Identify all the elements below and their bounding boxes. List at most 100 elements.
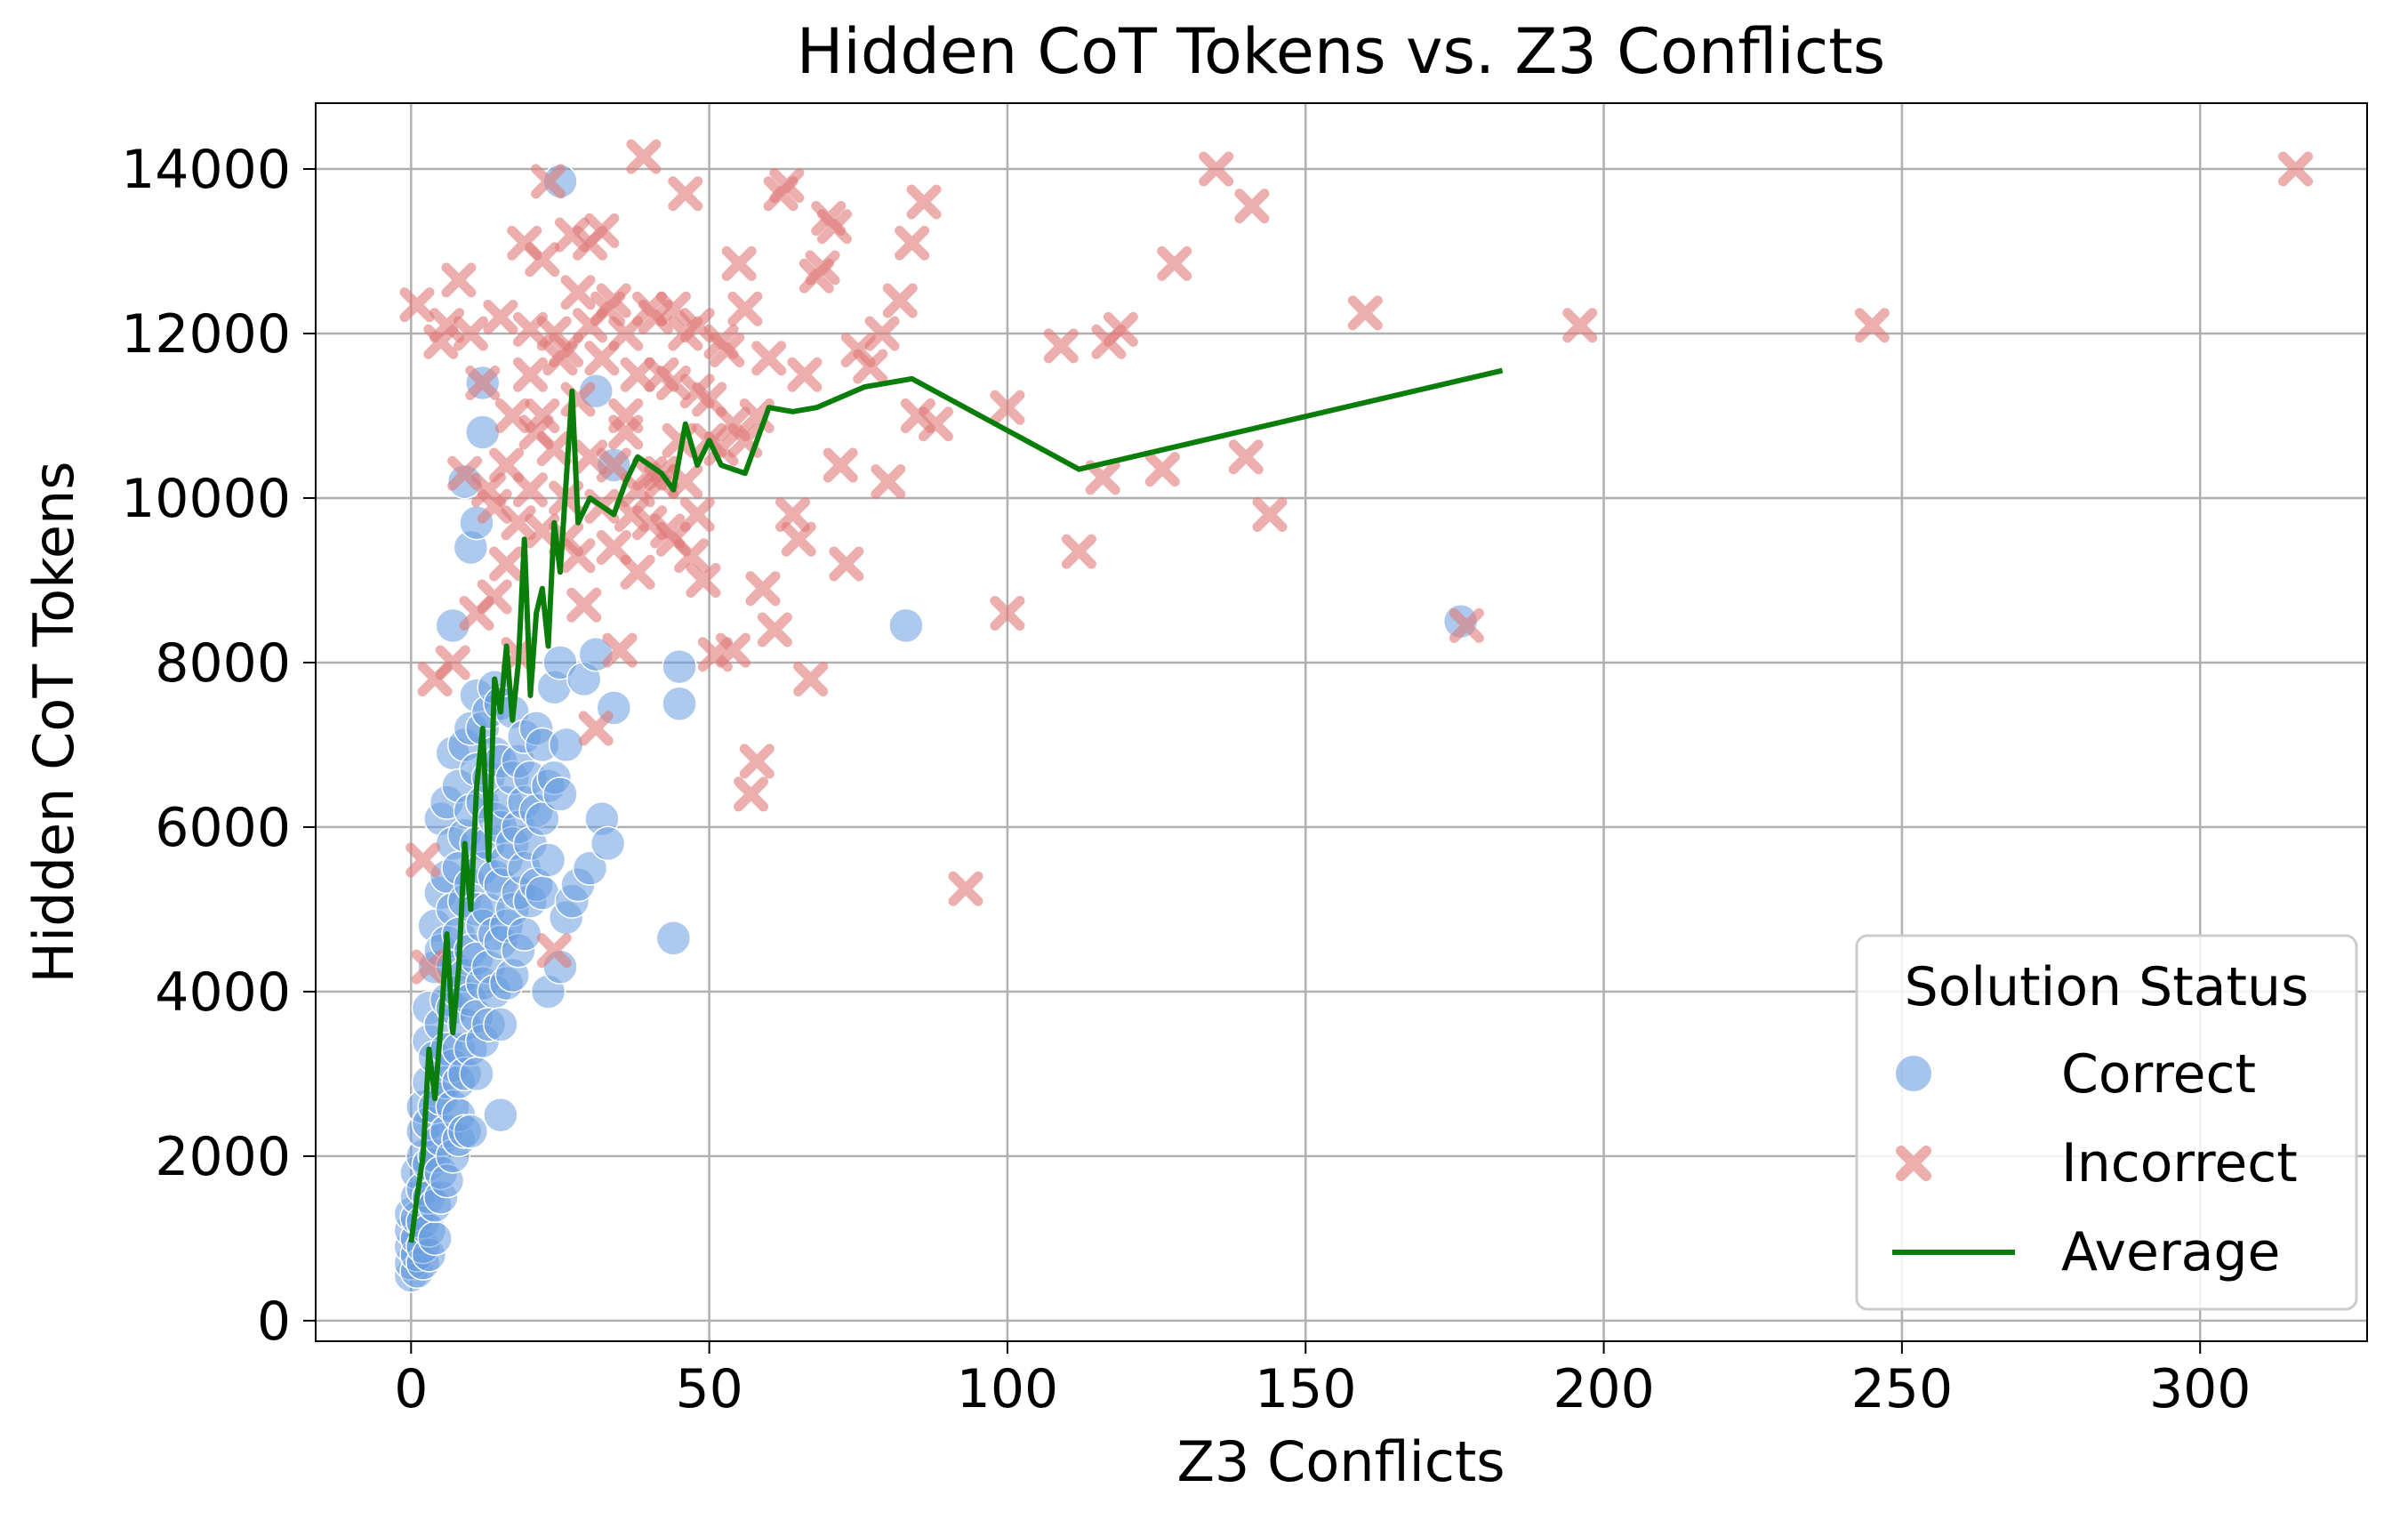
incorrect-point xyxy=(441,262,477,298)
incorrect-point xyxy=(525,242,560,277)
incorrect-point xyxy=(554,217,590,253)
legend-correct-label: Correct xyxy=(2061,1043,2256,1106)
incorrect-point xyxy=(739,744,775,779)
average-series xyxy=(408,367,1504,1243)
incorrect-point xyxy=(596,447,631,483)
incorrect-point xyxy=(411,949,446,985)
y-axis-ticks: 0 2000 4000 6000 8000 10000 12000 14000 xyxy=(121,139,316,1353)
incorrect-point xyxy=(435,645,470,680)
x-tick-label: 0 xyxy=(394,1358,428,1420)
incorrect-point xyxy=(572,439,607,475)
incorrect-point xyxy=(447,455,483,491)
incorrect-point xyxy=(465,365,501,400)
incorrect-point xyxy=(572,308,607,343)
incorrect-point xyxy=(882,283,918,318)
legend-box xyxy=(1855,934,2358,1311)
incorrect-point xyxy=(1085,460,1120,495)
incorrect-point xyxy=(584,213,620,248)
correct-point xyxy=(525,875,560,911)
correct-point xyxy=(453,1114,489,1149)
correct-point xyxy=(662,686,697,721)
incorrect-point xyxy=(1043,328,1079,364)
incorrect-point xyxy=(1252,496,1288,532)
incorrect-point xyxy=(429,308,465,343)
correct-point xyxy=(465,414,501,450)
incorrect-point xyxy=(549,332,584,367)
x-tick-label: 50 xyxy=(675,1358,742,1420)
legend-average-label: Average xyxy=(2061,1221,2280,1283)
incorrect-point xyxy=(560,538,596,574)
incorrect-point xyxy=(715,632,750,668)
incorrect-point xyxy=(608,316,644,351)
y-tick-label: 4000 xyxy=(155,961,291,1024)
incorrect-point xyxy=(751,341,787,376)
incorrect-point xyxy=(620,554,655,590)
y-tick-label: 14000 xyxy=(121,139,291,201)
incorrect-point xyxy=(906,184,942,220)
incorrect-point xyxy=(536,430,572,466)
incorrect-point xyxy=(816,209,852,245)
correct-point xyxy=(655,921,692,956)
incorrect-point xyxy=(679,496,715,532)
incorrect-point xyxy=(596,529,631,565)
incorrect-point xyxy=(1103,311,1138,347)
x-axis-ticks: 0 50 100 150 200 250 300 xyxy=(394,1341,2251,1420)
correct-point xyxy=(888,607,924,644)
correct-point xyxy=(483,1007,518,1042)
incorrect-point xyxy=(829,546,864,582)
incorrect-point xyxy=(566,587,602,623)
incorrect-point xyxy=(608,414,644,450)
incorrect-point xyxy=(483,299,518,334)
x-tick-label: 100 xyxy=(957,1358,1059,1420)
incorrect-point xyxy=(489,447,525,483)
incorrect-point xyxy=(1234,189,1270,224)
incorrect-point xyxy=(477,488,512,524)
correct-point xyxy=(578,373,614,409)
incorrect-point xyxy=(918,406,953,442)
correct-point xyxy=(662,648,697,685)
incorrect-point xyxy=(990,390,1025,425)
x-tick-label: 150 xyxy=(1255,1358,1357,1420)
incorrect-point xyxy=(399,287,435,323)
incorrect-point xyxy=(525,398,560,433)
chart-title: Hidden CoT Tokens vs. Z3 Conflicts xyxy=(797,15,1885,88)
incorrect-point xyxy=(584,341,620,376)
correct-point xyxy=(459,1056,494,1092)
incorrect-point xyxy=(734,776,769,812)
y-tick-label: 6000 xyxy=(155,797,291,859)
correct-point xyxy=(542,776,578,812)
correct-point xyxy=(506,916,542,952)
incorrect-point xyxy=(596,283,631,318)
incorrect-point xyxy=(871,463,906,499)
incorrect-point xyxy=(655,291,691,326)
incorrect-point xyxy=(1199,151,1234,187)
correct-point xyxy=(417,1220,453,1257)
incorrect-point xyxy=(853,349,888,384)
incorrect-point xyxy=(560,275,596,310)
legend-incorrect-label: Incorrect xyxy=(2061,1132,2298,1194)
incorrect-point xyxy=(900,398,935,433)
y-tick-label: 10000 xyxy=(121,468,291,530)
incorrect-point xyxy=(620,357,655,392)
incorrect-point xyxy=(805,250,840,286)
incorrect-point xyxy=(823,447,858,483)
incorrect-point xyxy=(477,579,512,615)
y-tick-label: 8000 xyxy=(155,632,291,695)
incorrect-point xyxy=(655,521,691,557)
y-axis-label: Hidden CoT Tokens xyxy=(21,461,86,983)
incorrect-point xyxy=(626,139,662,174)
y-tick-label: 12000 xyxy=(121,303,291,366)
incorrect-point xyxy=(1562,308,1598,343)
incorrect-point xyxy=(1144,452,1180,487)
incorrect-point xyxy=(1228,439,1264,475)
incorrect-point xyxy=(525,513,560,549)
incorrect-point xyxy=(632,505,668,541)
incorrect-point xyxy=(895,225,930,261)
incorrect-point xyxy=(512,357,548,392)
correct-point xyxy=(548,727,584,763)
incorrect-point xyxy=(864,316,900,351)
x-axis-label: Z3 Conflicts xyxy=(1176,1429,1505,1494)
incorrect-point xyxy=(787,357,823,392)
incorrect-point xyxy=(494,398,530,433)
incorrect-point xyxy=(1854,308,1890,343)
